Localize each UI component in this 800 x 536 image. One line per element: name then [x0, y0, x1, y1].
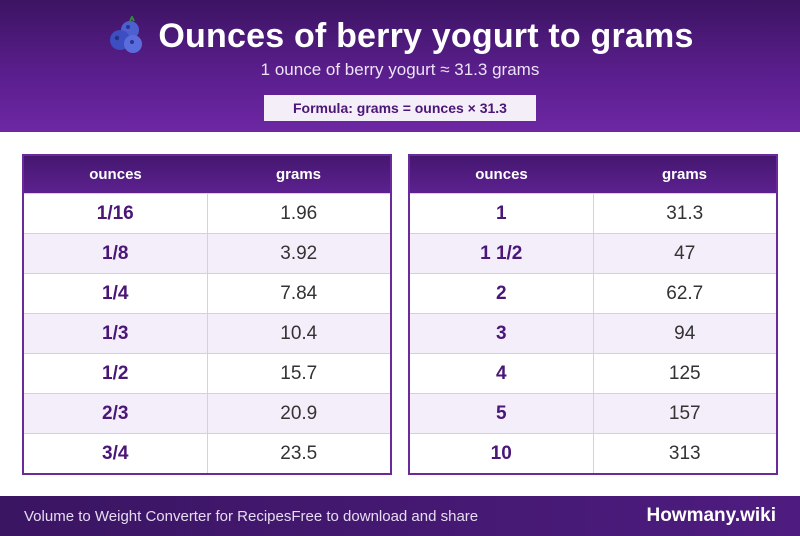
grams-cell: 157 [668, 402, 701, 424]
column-header-grams: grams [275, 166, 322, 183]
table-row: 10 313 [410, 433, 776, 473]
table-header: ounces grams [24, 156, 390, 193]
table-row: 1/3 10.4 [24, 313, 390, 353]
ounces-cell: 4 [410, 354, 594, 393]
column-header-ounces: ounces [475, 166, 528, 183]
ounces-cell: 1/4 [24, 274, 208, 313]
table-header: ounces grams [410, 156, 776, 193]
table-row: 2 62.7 [410, 273, 776, 313]
column-header-ounces: ounces [89, 166, 142, 183]
ounces-cell: 1/8 [24, 234, 208, 273]
grams-cell: 3.92 [280, 242, 318, 264]
page-subtitle: 1 ounce of berry yogurt ≈ 31.3 grams [260, 60, 540, 79]
title-row: Ounces of berry yogurt to grams [0, 14, 800, 58]
footer-brand-logo[interactable]: Howmany.wiki [646, 505, 776, 526]
page-title: Ounces of berry yogurt to grams [158, 16, 694, 55]
ounces-cell: 2 [410, 274, 594, 313]
grams-cell: 23.5 [280, 442, 318, 464]
grams-cell: 47 [674, 242, 696, 264]
ounces-cell: 5 [410, 394, 594, 433]
ounces-cell: 1/3 [24, 314, 208, 353]
ounces-cell: 3 [410, 314, 594, 353]
conversion-table-right: ounces grams 1 31.3 1 1/2 47 2 62.7 3 94… [408, 154, 778, 475]
blueberry-icon [110, 16, 143, 53]
table-row: 2/3 20.9 [24, 393, 390, 433]
conversion-table-left: ounces grams 1/16 1.96 1/8 3.92 1/4 7.84… [22, 154, 392, 475]
table-row: 3/4 23.5 [24, 433, 390, 473]
grams-cell: 31.3 [666, 202, 704, 224]
table-row: 1/16 1.96 [24, 193, 390, 233]
grams-cell: 62.7 [666, 282, 704, 304]
ounces-cell: 3/4 [24, 434, 208, 473]
table-row: 1 1/2 47 [410, 233, 776, 273]
grams-cell: 15.7 [280, 362, 318, 384]
ounces-cell: 1 1/2 [410, 234, 594, 273]
grams-cell: 20.9 [280, 402, 318, 424]
footer-tagline: Free to download and share [291, 507, 479, 525]
table-row: 1/8 3.92 [24, 233, 390, 273]
table-row: 1/2 15.7 [24, 353, 390, 393]
grams-cell: 125 [668, 362, 701, 384]
grams-cell: 313 [668, 442, 701, 464]
table-row: 3 94 [410, 313, 776, 353]
grams-cell: 7.84 [280, 282, 318, 304]
ounces-cell: 1 [410, 194, 594, 233]
table-row: 1/4 7.84 [24, 273, 390, 313]
column-header-grams: grams [661, 166, 708, 183]
header-banner: Ounces of berry yogurt to grams 1 ounce … [0, 0, 800, 132]
footer-bar: Volume to Weight Converter for Recipes F… [0, 496, 800, 536]
ounces-cell: 10 [410, 434, 594, 473]
table-row: 1 31.3 [410, 193, 776, 233]
grams-cell: 10.4 [280, 322, 318, 344]
grams-cell: 1.96 [280, 202, 318, 224]
table-row: 5 157 [410, 393, 776, 433]
ounces-cell: 2/3 [24, 394, 208, 433]
formula-box: Formula: grams = ounces × 31.3 [264, 95, 536, 121]
ounces-cell: 1/16 [24, 194, 208, 233]
grams-cell: 94 [674, 322, 696, 344]
table-row: 4 125 [410, 353, 776, 393]
footer-site-name[interactable]: Volume to Weight Converter for Recipes [24, 507, 292, 525]
ounces-cell: 1/2 [24, 354, 208, 393]
